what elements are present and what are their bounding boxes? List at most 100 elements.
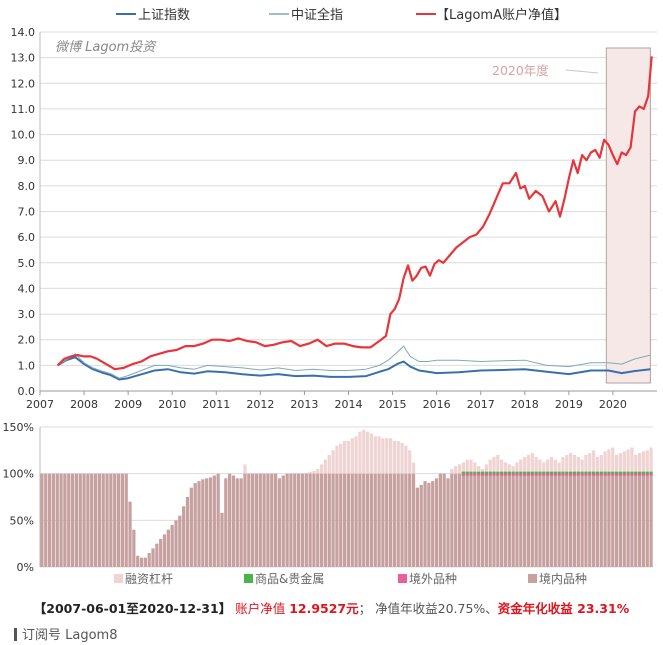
bar-leverage — [358, 431, 362, 474]
bar-domestic — [120, 473, 124, 567]
bar-domestic — [530, 473, 534, 567]
bar-domestic — [503, 473, 508, 567]
legend-swatch-domestic — [528, 574, 537, 583]
bar-commodities — [618, 471, 623, 474]
bar-leverage — [454, 466, 458, 474]
top-x-tick-label: 2010 — [158, 398, 186, 411]
bar-leverage — [312, 470, 316, 474]
bar-leverage — [500, 459, 504, 474]
bar-domestic — [285, 473, 289, 567]
bar-overseas — [538, 473, 542, 476]
bar-domestic — [557, 473, 561, 567]
top-y-tick-label: 14.0 — [11, 26, 36, 39]
bar-leverage — [488, 459, 492, 474]
bar-overseas — [569, 473, 573, 476]
bar-domestic — [143, 557, 147, 567]
bar-domestic — [618, 473, 623, 567]
bar-domestic — [626, 473, 630, 567]
bar-domestic — [327, 473, 331, 567]
bar-commodities — [503, 471, 508, 474]
bar-domestic — [480, 473, 485, 567]
bar-domestic — [243, 473, 247, 567]
bar-leverage — [530, 453, 534, 474]
bar-domestic — [442, 473, 446, 567]
bar-domestic — [611, 473, 615, 567]
bar-commodities — [515, 471, 519, 474]
legend-label-domestic: 境内品种 — [539, 571, 587, 586]
bar-overseas — [565, 473, 569, 476]
bar-domestic — [580, 473, 584, 567]
top-x-axis: 2007 2008 2009 2010 2011 2012 2013 2014 2015 2016… — [26, 391, 627, 411]
summary-nav-annual: 净值年收益20.75%、 — [375, 601, 498, 616]
bar-domestic — [216, 473, 220, 567]
series-line-2 — [56, 56, 653, 371]
bar-domestic — [262, 473, 266, 567]
bar-domestic — [67, 473, 71, 567]
bar-overseas — [461, 473, 465, 476]
bar-domestic — [136, 555, 140, 567]
bar-overseas — [645, 473, 649, 476]
bar-domestic — [59, 473, 63, 567]
bar-leverage — [354, 436, 358, 474]
bar-leverage — [350, 438, 354, 474]
bar-domestic — [251, 473, 255, 567]
bar-leverage — [411, 462, 416, 474]
bar-leverage — [461, 462, 465, 474]
bar-leverage — [377, 436, 381, 474]
bar-domestic — [162, 534, 167, 567]
bar-commodities — [626, 471, 630, 474]
bar-commodities — [588, 471, 592, 474]
bar-domestic — [166, 529, 170, 567]
bar-commodities — [534, 471, 538, 474]
bar-commodities — [637, 471, 642, 474]
bar-overseas — [473, 473, 477, 476]
bar-overseas — [561, 473, 565, 476]
bar-domestic — [155, 543, 159, 567]
legend-label-overseas: 境外品种 — [409, 571, 457, 586]
bar-commodities — [595, 471, 600, 474]
bar-domestic — [565, 473, 569, 567]
bar-leverage — [385, 438, 389, 474]
bar-domestic — [450, 473, 454, 567]
bar-leverage — [408, 450, 412, 474]
bar-leverage — [549, 456, 554, 474]
top-y-tick-label: 4.0 — [18, 282, 36, 295]
bar-leverage — [469, 459, 473, 474]
bar-domestic — [316, 473, 320, 567]
bar-overseas — [611, 473, 615, 476]
bar-domestic — [438, 473, 442, 567]
bar-overseas — [511, 473, 515, 476]
bar-domestic — [431, 481, 435, 567]
bar-commodities — [557, 471, 561, 474]
legend-label-lagom: 【LagomA账户净值】 — [436, 7, 567, 23]
bar-leverage — [534, 456, 538, 474]
bar-overseas — [576, 473, 580, 476]
bar-leverage — [346, 441, 351, 474]
bar-commodities — [538, 471, 542, 474]
bar-domestic — [358, 473, 362, 567]
bar-domestic — [201, 479, 205, 567]
top-y-tick-label: 5.0 — [18, 257, 36, 270]
bar-leverage — [392, 441, 397, 474]
bar-domestic — [645, 473, 649, 567]
bar-domestic — [546, 473, 550, 567]
bar-overseas — [530, 473, 534, 476]
bar-domestic — [599, 473, 603, 567]
bar-domestic — [47, 473, 52, 567]
bar-commodities — [603, 471, 607, 474]
top-x-tick-label: 2017 — [467, 398, 495, 411]
bar-overseas — [553, 473, 557, 476]
bar-domestic — [319, 473, 324, 567]
bar-domestic — [258, 473, 262, 567]
series-line-1 — [57, 345, 651, 379]
bar-domestic — [519, 473, 523, 567]
bar-domestic — [515, 473, 519, 567]
bar-domestic — [461, 473, 465, 567]
bar-overseas — [507, 473, 511, 476]
bar-domestic — [576, 473, 580, 567]
bar-domestic — [224, 478, 228, 567]
bar-leverage — [611, 447, 615, 474]
bar-leverage — [457, 464, 462, 474]
subscription-account: 订阅号 Lagom8 — [14, 624, 117, 643]
bar-domestic — [105, 473, 109, 567]
